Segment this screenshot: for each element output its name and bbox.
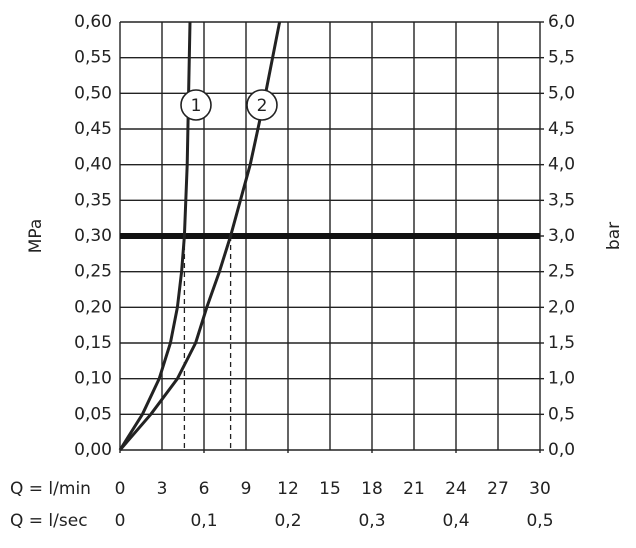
y-tick-label: 0,60 — [74, 12, 112, 32]
x2-axis-label: Q = l/sec — [10, 511, 88, 531]
x-tick-label: 18 — [361, 479, 383, 499]
x-tick-label: 30 — [529, 479, 551, 499]
x2-tick-label: 0,1 — [190, 511, 217, 531]
y2-tick-label: 5,0 — [548, 83, 575, 103]
x-tick-label: 12 — [277, 479, 299, 499]
y-tick-label: 0,20 — [74, 297, 112, 317]
y2-tick-label: 5,5 — [548, 48, 575, 68]
x2-tick-label: 0,3 — [358, 511, 385, 531]
y-tick-label: 0,05 — [74, 404, 112, 424]
x-tick-label: 9 — [241, 479, 252, 499]
curve-badge — [180, 89, 212, 121]
y2-tick-label: 4,5 — [548, 119, 575, 139]
y-tick-label: 0,55 — [74, 48, 112, 68]
x-tick-label: 3 — [157, 479, 168, 499]
x2-tick-label: 0 — [115, 511, 126, 531]
curve-label: 1 — [191, 96, 202, 116]
x2-tick-label: 0,2 — [274, 511, 301, 531]
curve-label: 2 — [257, 96, 268, 116]
y-tick-label: 0,50 — [74, 83, 112, 103]
y2-tick-label: 1,0 — [548, 369, 575, 389]
y2-tick-label: 3,5 — [548, 190, 575, 210]
y-tick-label: 0,25 — [74, 262, 112, 282]
x-tick-label: 6 — [199, 479, 210, 499]
y2-tick-label: 2,0 — [548, 297, 575, 317]
x-tick-label: 21 — [403, 479, 425, 499]
x-tick-label: 24 — [445, 479, 467, 499]
y-tick-label: 0,35 — [74, 190, 112, 210]
y2-tick-label: 0,0 — [548, 440, 575, 460]
x-tick-label: 0 — [115, 479, 126, 499]
curve-badge — [246, 89, 278, 121]
y2-tick-label: 1,5 — [548, 333, 575, 353]
y2-tick-label: 6,0 — [548, 12, 575, 32]
y-tick-label: 0,00 — [74, 440, 112, 460]
y-tick-label: 0,15 — [74, 333, 112, 353]
y-axis-label: MPa — [26, 219, 46, 254]
x-tick-label: 27 — [487, 479, 509, 499]
x2-tick-label: 0,5 — [526, 511, 553, 531]
y-tick-label: 0,10 — [74, 369, 112, 389]
x-axis-label: Q = l/min — [10, 479, 91, 499]
y2-tick-label: 4,0 — [548, 155, 575, 175]
y2-tick-label: 2,5 — [548, 262, 575, 282]
y-tick-label: 0,40 — [74, 155, 112, 175]
curve — [118, 21, 282, 451]
y2-tick-label: 0,5 — [548, 404, 575, 424]
y2-tick-label: 3,0 — [548, 226, 575, 246]
y-tick-label: 0,30 — [74, 226, 112, 246]
curve — [118, 21, 192, 451]
y-tick-label: 0,45 — [74, 119, 112, 139]
x2-tick-label: 0,4 — [442, 511, 469, 531]
y2-axis-label: bar — [604, 222, 624, 250]
x-tick-label: 15 — [319, 479, 341, 499]
